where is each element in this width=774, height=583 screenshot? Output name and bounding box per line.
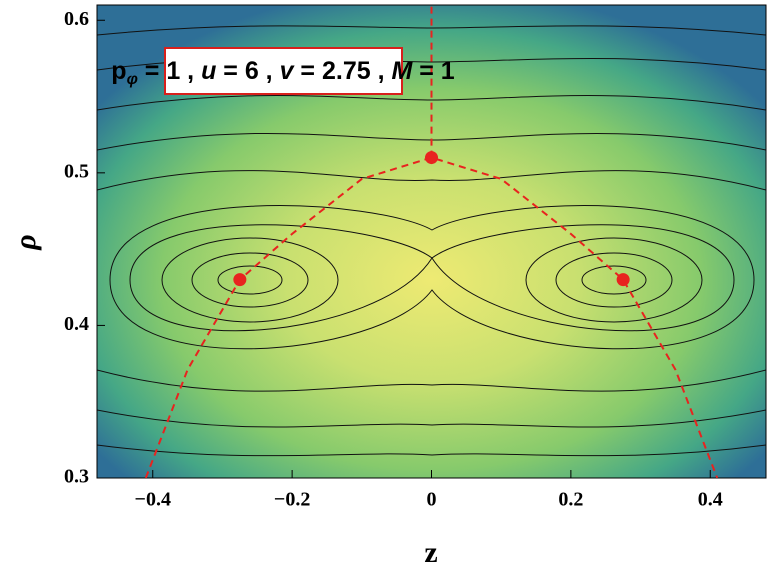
x-tick-label: 0.2: [558, 489, 583, 511]
y-tick-label: 0.6: [64, 8, 89, 30]
ann-part: = 2.75 ,: [293, 57, 391, 85]
ann-part: M: [391, 57, 413, 85]
x-tick-label: 0: [427, 489, 437, 511]
ann-part: p: [111, 57, 126, 85]
ann-part: = 1 ,: [138, 57, 201, 85]
dashed-curve: [144, 156, 719, 478]
ann-part: = 1: [412, 57, 454, 85]
y-tick-label: 0.3: [64, 466, 89, 488]
critical-point: [616, 273, 630, 287]
x-axis-label: z: [424, 536, 437, 569]
critical-point: [233, 273, 247, 287]
ann-part: u: [201, 57, 216, 85]
y-tick-label: 0.5: [64, 160, 89, 182]
contour-decoration: [97, 25, 766, 457]
ann-part: = 6 ,: [216, 57, 279, 85]
annotation-box: [164, 47, 403, 95]
ann-part: φ: [127, 71, 138, 88]
x-tick-label: −0.4: [135, 489, 171, 511]
y-axis-label: ρ: [9, 234, 42, 250]
annotation: pφ = 1 , u = 6 , v = 2.75 , M = 1: [111, 57, 455, 89]
x-tick-label: 0.4: [698, 489, 723, 511]
critical-point: [425, 151, 438, 165]
x-tick-label: −0.2: [274, 489, 310, 511]
y-tick-label: 0.4: [64, 313, 89, 335]
ann-part: v: [280, 57, 296, 85]
